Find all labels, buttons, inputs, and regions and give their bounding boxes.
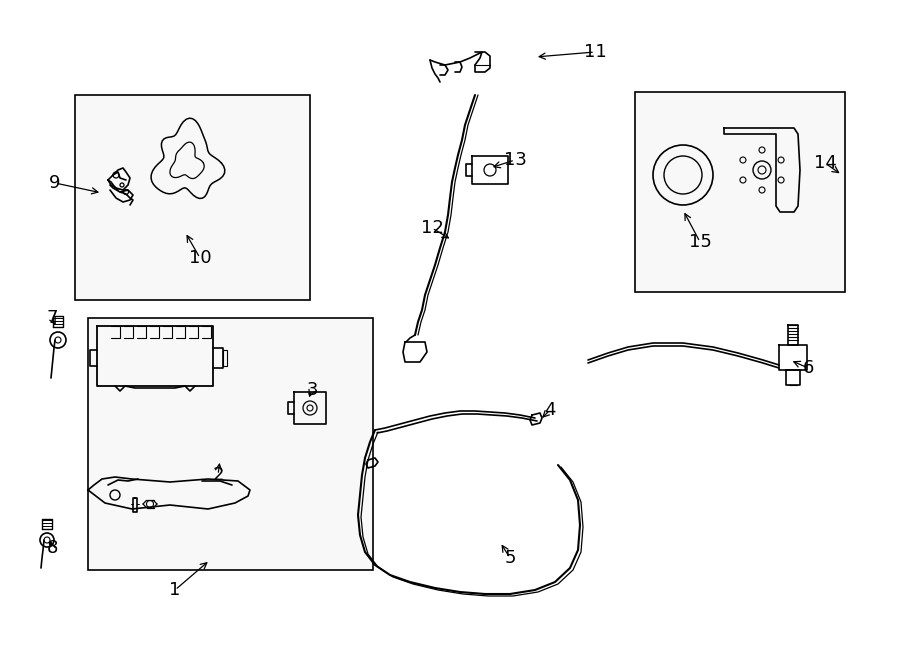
Text: 8: 8	[46, 539, 58, 557]
Bar	[88, 318, 373, 570]
Text: 4: 4	[544, 401, 556, 419]
Bar	[635, 92, 845, 292]
Text: 1: 1	[169, 581, 181, 599]
Bar	[75, 95, 310, 300]
Text: 3: 3	[306, 381, 318, 399]
Text: 2: 2	[212, 466, 224, 484]
Text: 12: 12	[420, 219, 444, 237]
Text: 11: 11	[583, 43, 607, 61]
Text: 7: 7	[46, 309, 58, 327]
Text: 15: 15	[688, 233, 711, 251]
Text: 9: 9	[50, 174, 61, 192]
Text: 14: 14	[814, 154, 836, 172]
Text: 10: 10	[189, 249, 212, 267]
Text: 6: 6	[802, 359, 814, 377]
Text: 5: 5	[504, 549, 516, 567]
Text: 13: 13	[504, 151, 526, 169]
